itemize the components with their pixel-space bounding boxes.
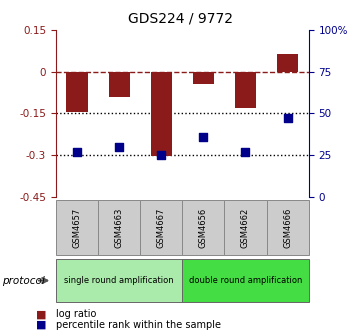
Point [243, 149, 248, 154]
Bar [235, 72, 256, 108]
Point [158, 152, 164, 158]
Text: log ratio: log ratio [56, 309, 96, 319]
Text: double round amplification: double round amplification [189, 276, 302, 285]
Text: percentile rank within the sample: percentile rank within the sample [56, 320, 221, 330]
Text: GSM4667: GSM4667 [157, 207, 166, 248]
Point [74, 149, 80, 154]
Text: GSM4662: GSM4662 [241, 208, 250, 248]
Text: GSM4657: GSM4657 [73, 208, 82, 248]
Bar [277, 54, 298, 72]
Point [200, 134, 206, 139]
Text: GSM4663: GSM4663 [115, 207, 123, 248]
Bar [66, 72, 87, 112]
Text: ■: ■ [36, 309, 47, 319]
Bar [193, 72, 214, 84]
Text: ■: ■ [36, 320, 47, 330]
Bar [151, 72, 172, 156]
Text: protocol: protocol [2, 276, 44, 286]
Bar [109, 72, 130, 97]
Text: GSM4666: GSM4666 [283, 207, 292, 248]
Text: GSM4656: GSM4656 [199, 208, 208, 248]
Point [116, 144, 122, 149]
Point [285, 116, 291, 121]
Text: GDS224 / 9772: GDS224 / 9772 [128, 12, 233, 26]
Text: single round amplification: single round amplification [64, 276, 174, 285]
